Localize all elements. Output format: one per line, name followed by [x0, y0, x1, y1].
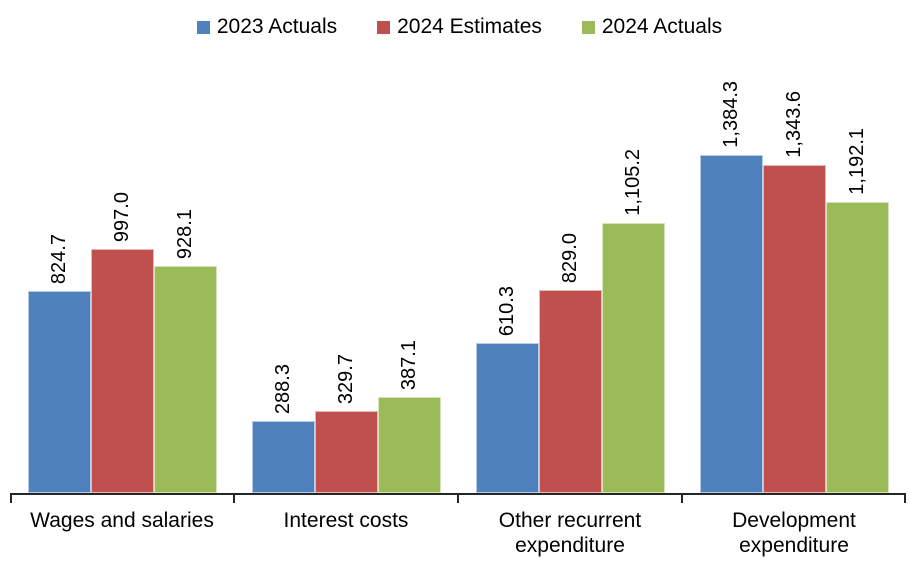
bar-column: 387.1: [377, 339, 441, 493]
bar: [314, 411, 378, 493]
category-label: Wages and salaries: [30, 509, 214, 532]
bar-value-label: 288.3: [271, 363, 294, 414]
bar-group: 288.3 329.7 387.1: [234, 340, 458, 493]
axis-tick: [681, 495, 683, 503]
legend-label: 2023 Actuals: [216, 14, 338, 38]
bar-column: 1,384.3: [699, 81, 763, 493]
bar-column: 288.3: [251, 363, 315, 493]
bar: [601, 223, 665, 493]
bar-column: 928.1: [153, 208, 217, 493]
bar-value-label: 1,105.2: [621, 149, 644, 216]
axis-tick: [10, 495, 12, 503]
bar: [377, 397, 441, 493]
bar-value-label: 1,343.6: [782, 91, 805, 158]
bar: [90, 249, 154, 493]
plot-area: 824.7 997.0 928.1 288.3 329.7 387.1 610.3 829.0…: [10, 43, 906, 493]
bar-value-label: 928.1: [173, 208, 196, 259]
bar-value-label: 329.7: [334, 353, 357, 404]
bar: [27, 291, 91, 493]
bar-value-label: 829.0: [558, 232, 581, 283]
bar-value-label: 824.7: [47, 233, 70, 284]
axis-tick: [457, 495, 459, 503]
bar-column: 997.0: [90, 191, 154, 493]
bar-column: 329.7: [314, 353, 378, 493]
bar-value-label: 610.3: [495, 285, 518, 336]
legend-item: 2024 Actuals: [581, 14, 723, 39]
legend-label: 2024 Actuals: [601, 14, 723, 38]
bar-column: 1,343.6: [762, 91, 826, 493]
bar-value-label: 387.1: [397, 339, 420, 390]
legend-swatch-icon: [581, 20, 595, 34]
bar-value-label: 997.0: [110, 191, 133, 242]
legend-label: 2024 Estimates: [397, 14, 542, 38]
bar: [762, 165, 826, 493]
legend: 2023 Actuals 2024 Estimates 2024 Actuals: [0, 0, 919, 43]
bar: [538, 290, 602, 493]
bar-group: 610.3 829.0 1,105.2: [458, 149, 682, 493]
bar-column: 610.3: [475, 285, 539, 493]
bar: [825, 202, 889, 493]
bar: [153, 266, 217, 493]
bar-group: 1,384.3 1,343.6 1,192.1: [682, 81, 906, 493]
category-label: Other recurrent expenditure: [498, 509, 642, 558]
bar-group: 824.7 997.0 928.1: [10, 192, 234, 493]
axis-tick: [233, 495, 235, 503]
bar: [251, 421, 315, 493]
bar-value-label: 1,192.1: [845, 128, 868, 195]
bar-column: 1,192.1: [825, 128, 889, 493]
bar-column: 824.7: [27, 233, 91, 493]
bar: [699, 155, 763, 493]
bar-value-label: 1,384.3: [719, 81, 742, 148]
bar: [475, 343, 539, 493]
bar-column: 1,105.2: [601, 149, 665, 493]
bar-column: 829.0: [538, 232, 602, 493]
legend-swatch-icon: [196, 20, 210, 34]
legend-item: 2023 Actuals: [196, 14, 338, 39]
legend-item: 2024 Estimates: [377, 16, 542, 39]
category-label: Development expenditure: [732, 509, 856, 558]
x-axis-line: [10, 493, 906, 505]
chart-area: 824.7 997.0 928.1 288.3 329.7 387.1 610.3 829.0…: [10, 43, 906, 558]
legend-swatch-icon: [377, 20, 391, 34]
category-label: Interest costs: [283, 509, 409, 532]
grouped-bar-chart: 2023 Actuals 2024 Estimates 2024 Actuals 8…: [0, 0, 919, 558]
x-axis-labels: Wages and salaries Interest costs Other re…: [10, 508, 906, 558]
axis-tick: [904, 495, 906, 503]
